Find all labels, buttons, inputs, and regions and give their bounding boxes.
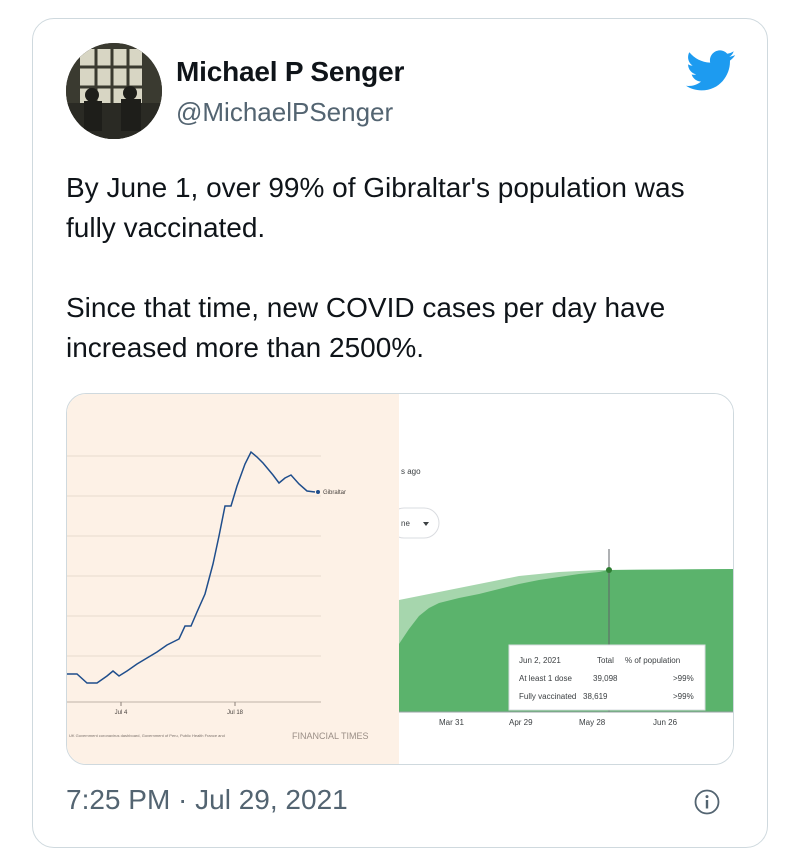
tooltip-col-pct: % of population [625, 656, 680, 665]
ft-chart-panel: Gibraltar Jul 4 Jul 18 UK Government cor… [67, 394, 399, 764]
dropdown-label: ne [401, 519, 410, 528]
x-tick-label: Jul 18 [227, 710, 244, 716]
author-handle[interactable]: @MichaelPSenger [176, 97, 394, 127]
series-end-marker [316, 490, 320, 494]
tooltip-date: Jun 2, 2021 [519, 656, 561, 665]
tweet-text: By June 1, over 99% of Gibraltar's popul… [66, 168, 736, 368]
tooltip-row2-pct: >99% [673, 692, 694, 701]
x-tick-label: Apr 29 [509, 718, 533, 727]
tooltip-row1-pct: >99% [673, 674, 694, 683]
x-tick-label: Jun 26 [653, 718, 678, 727]
tooltip: Jun 2, 2021 Total % of population At lea… [508, 644, 706, 711]
hover-marker [606, 567, 612, 573]
chevron-down-icon [423, 522, 429, 526]
tooltip-row2-total: 38,619 [583, 692, 608, 701]
x-tick-label: Mar 31 [439, 718, 464, 727]
source-note: UK Government coronavirus dashboard, Gov… [69, 733, 225, 738]
vaccination-chart: s ago ne Jun 2, 2021 Total % of populati… [388, 467, 733, 727]
tweet-paragraph-2: Since that time, new COVID cases per day… [66, 292, 666, 363]
tooltip-col-total: Total [597, 656, 614, 665]
tooltip-row2-label: Fully vaccinated [519, 692, 576, 701]
x-tick-label: Jul 4 [115, 710, 128, 716]
x-tick-label: May 28 [579, 718, 606, 727]
avatar[interactable] [66, 43, 162, 139]
tooltip-row1-total: 39,098 [593, 674, 618, 683]
x-axis-ticks: Mar 31 Apr 29 May 28 Jun 26 [439, 718, 678, 727]
tweet-paragraph-1: By June 1, over 99% of Gibraltar's popul… [66, 172, 685, 243]
tweet-timestamp[interactable]: 7:25 PM · Jul 29, 2021 [66, 784, 348, 815]
gibraltar-line [67, 450, 316, 684]
ft-chart: Gibraltar Jul 4 Jul 18 UK Government cor… [67, 450, 369, 741]
series-label: Gibraltar [323, 490, 346, 496]
tweet-media[interactable]: Gibraltar Jul 4 Jul 18 UK Government cor… [66, 393, 734, 765]
twitter-bird-icon[interactable] [686, 50, 736, 92]
vaccination-chart-panel: s ago ne Jun 2, 2021 Total % of populati… [388, 394, 733, 764]
header-fragment: s ago [401, 467, 421, 476]
ft-brand: FINANCIAL TIMES [292, 731, 369, 741]
info-icon[interactable] [694, 789, 720, 815]
avatar-image [66, 43, 162, 139]
tooltip-row1-label: At least 1 dose [519, 674, 572, 683]
author-name[interactable]: Michael P Senger [176, 56, 405, 87]
